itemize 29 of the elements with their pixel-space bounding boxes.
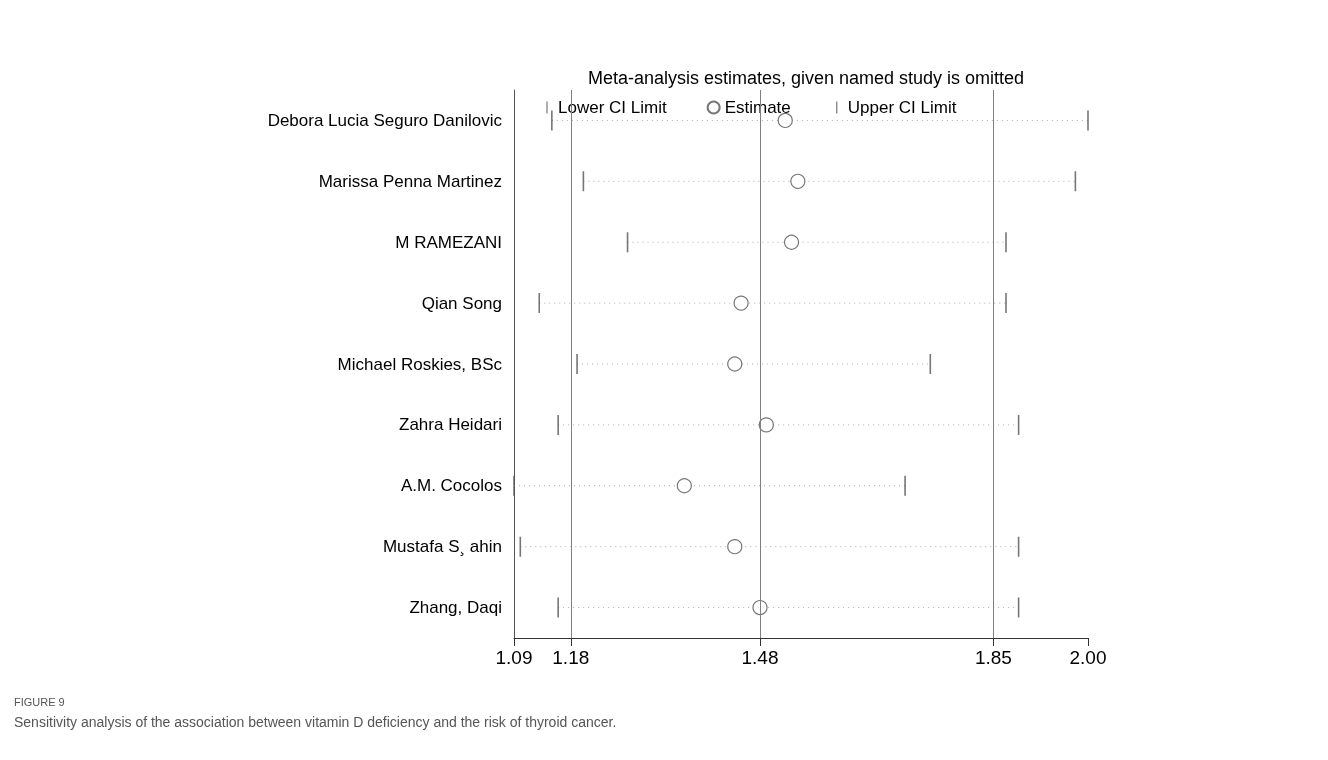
y-tick-label: M RAMEZANI [395,232,502,252]
x-tick-label: 1.85 [974,647,1012,668]
y-tick-label: A.M. Cocolos [400,476,502,496]
legend-label: Upper CI Limit [847,98,957,117]
x-tick-label: 1.09 [495,647,533,668]
chart-title: Meta-analysis estimates, given named study is omitted [587,68,1025,88]
x-tick-label: 2.00 [1069,647,1107,668]
y-tick-label: Zhang, Daqi [409,598,502,618]
point [790,173,806,189]
y-tick-label: Michael Roskies, BSc [337,354,503,374]
point [758,417,774,433]
point [727,356,743,372]
legend-label: Estimate [724,98,791,117]
point [733,295,749,311]
y-tick-label: Zahra Heidari [399,415,502,435]
text: Sensitivity analysis of the association between vitamin D deficiency and the risk of thyroid cancer. [14,714,617,730]
y-tick-label: Qian Song [421,293,502,313]
caption: FIGURE 9 [14,695,65,708]
y-tick-label: Marissa Penna Martinez [318,171,502,191]
point [752,599,768,616]
point [727,539,743,555]
legend-label: Lower CI Limit [558,98,667,117]
y-tick-label: Mustafa S¸ ahin [382,537,502,557]
y-tick-label: Debora Lucia Seguro Danilovic [267,110,503,130]
x-tick-label: 1.48 [741,647,779,668]
point [777,112,793,129]
x-tick-label: 1.18 [552,647,590,668]
point [783,234,800,250]
point [676,478,692,494]
